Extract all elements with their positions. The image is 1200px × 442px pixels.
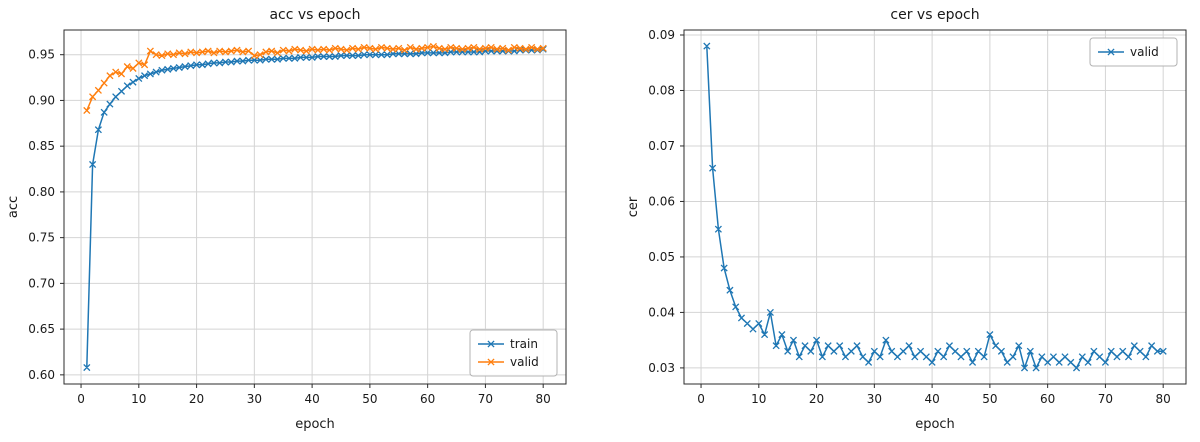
series-markers-valid [83,42,547,115]
legend-sample-marker [1107,48,1115,56]
acc-vs-epoch-chart: 0 10 20 30 40 50 60 70 80 0.60 0.65 0.70 0.75 0.80 0.8… [6,7,567,432]
plot-frame [63,29,567,385]
series-markers-train [83,45,547,372]
series-line-train [86,48,544,368]
x-tick-label: 40 [304,392,319,406]
x-tick-label: 20 [189,392,204,406]
legend-box [1089,37,1178,67]
cer-vs-epoch-chart: 0 10 20 30 40 50 60 70 80 0.03 0.04 0.05 0.06 0.07 0.0… [626,7,1187,432]
x-tick-label: 40 [924,392,939,406]
legend-label-valid: valid [1130,45,1159,59]
y-axis-label: acc [6,196,21,218]
series-markers-valid [703,42,1167,372]
legend-label-train: train [510,337,538,351]
x-tick-label: 20 [809,392,824,406]
x-axis-label: epoch [915,417,955,432]
x-tick-label: 60 [420,392,435,406]
plot-frame [683,29,1187,385]
x-tick-label: 80 [536,392,551,406]
y-tick-label: 0.85 [28,139,55,153]
y-tick-label: 0.60 [28,368,55,382]
y-tick-label: 0.05 [648,250,675,264]
y-tick-label: 0.07 [648,139,675,153]
y-tick-label: 0.95 [28,48,55,62]
x-tick-label: 70 [1098,392,1113,406]
y-tick-label: 0.04 [648,305,675,319]
legend-sample-marker [487,358,495,366]
legend: valid [1089,37,1178,67]
x-tick-label: 30 [867,392,882,406]
y-tick-label: 0.03 [648,361,675,375]
x-tick-label: 10 [131,392,146,406]
chart-title: acc vs epoch [269,7,360,23]
cer-chart-figure: 0 10 20 30 40 50 60 70 80 0.03 0.04 0.05 0.06 0.07 0.0… [620,0,1200,442]
x-tick-label: 50 [362,392,377,406]
x-axis-label: epoch [295,417,335,432]
legend: train valid [469,329,558,377]
y-tick-label: 0.80 [28,185,55,199]
x-tick-label: 0 [697,392,705,406]
y-tick-label: 0.75 [28,231,55,245]
legend-label-valid: valid [510,355,539,369]
legend-box [469,329,558,377]
y-tick-label: 0.08 [648,83,675,97]
series-line-valid [706,46,1164,369]
y-axis-label: cer [626,196,641,217]
x-tick-label: 30 [247,392,262,406]
y-tick-label: 0.09 [648,28,675,42]
x-tick-label: 80 [1156,392,1171,406]
y-tick-label: 0.90 [28,93,55,107]
x-tick-label: 0 [77,392,85,406]
y-tick-label: 0.65 [28,322,55,336]
legend-sample-marker [487,340,495,348]
x-tick-label: 60 [1040,392,1055,406]
y-tick-label: 0.70 [28,276,55,290]
x-tick-label: 70 [478,392,493,406]
chart-title: cer vs epoch [890,7,979,23]
x-tick-label: 50 [982,392,997,406]
y-tick-label: 0.06 [648,194,675,208]
acc-chart-figure: 0 10 20 30 40 50 60 70 80 0.60 0.65 0.70 0.75 0.80 0.8… [0,0,580,442]
x-tick-label: 10 [751,392,766,406]
